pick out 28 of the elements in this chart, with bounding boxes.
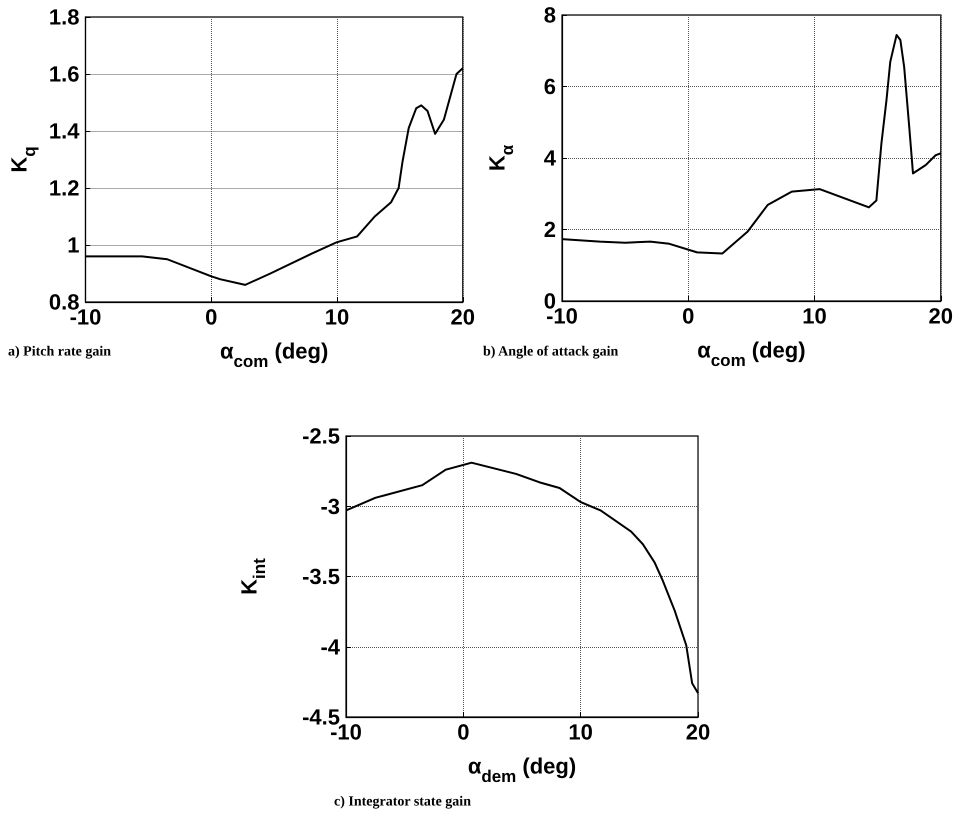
x-tick-label: 10 — [568, 720, 593, 744]
y-axis-title: Kq — [6, 146, 39, 173]
y-tick-label: 2 — [544, 217, 556, 242]
x-tick-label: 20 — [928, 304, 954, 328]
y-tick-label: 8 — [544, 2, 556, 28]
y-tick-label: 1.6 — [48, 62, 80, 86]
text: a) Pitch rate gain — [8, 344, 112, 360]
y-tick-label: 1.2 — [48, 176, 80, 200]
x-tick-label: 0 — [457, 720, 470, 744]
y-tick-label: -4 — [320, 634, 341, 660]
y-tick-label: 6 — [544, 74, 556, 99]
y-tick-label: -3.5 — [302, 564, 340, 589]
y-tick-label: 1.8 — [48, 4, 80, 30]
y-axis-title: Kα — [484, 144, 517, 172]
y-tick-label: -3 — [320, 494, 340, 519]
text: c) Integrator state gain — [334, 794, 472, 810]
x-tick-label: 0 — [682, 304, 694, 328]
x-tick-label: 10 — [324, 304, 350, 330]
x-tick-label: 20 — [686, 720, 710, 744]
x-tick-label: 0 — [205, 304, 218, 330]
y-axis-title: Kint — [236, 558, 269, 595]
y-tick-label: 1 — [67, 232, 80, 258]
y-tick-label: 4 — [544, 146, 557, 170]
text: b) Angle of attack gain — [483, 344, 619, 360]
y-tick-label: 1.4 — [48, 118, 80, 144]
x-tick-label: 20 — [450, 304, 476, 330]
x-tick-label: 10 — [802, 304, 827, 328]
y-tick-label: -2.5 — [302, 424, 340, 448]
